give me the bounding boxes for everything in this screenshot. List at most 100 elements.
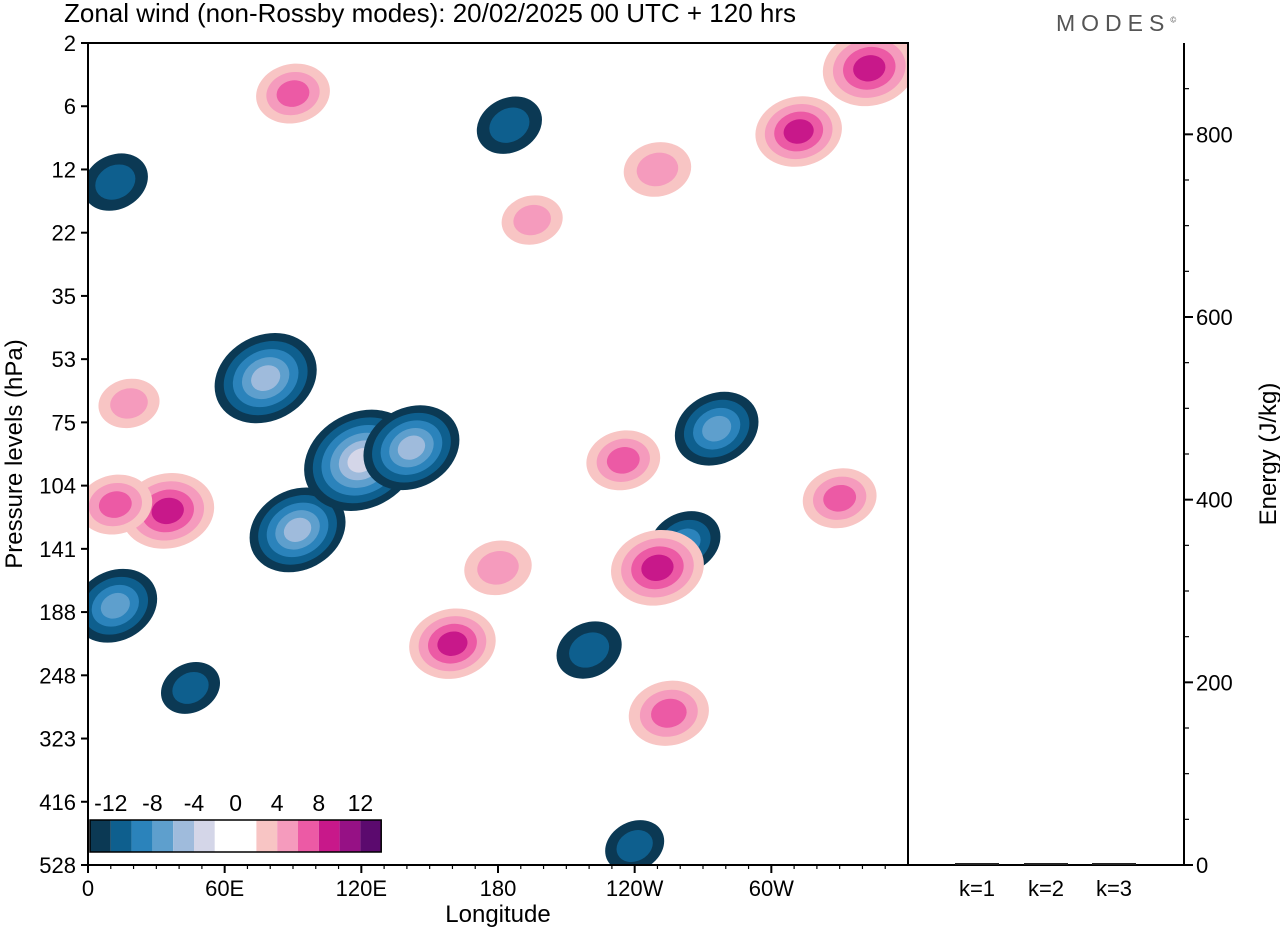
- zonal-wind-heatmap: [88, 43, 908, 865]
- energy-axis-label: Energy (J/kg): [1255, 383, 1280, 526]
- wind-anomaly-12: [409, 608, 496, 679]
- copyright-mark: ©: [1170, 15, 1177, 25]
- y-tick-label: 188: [39, 600, 76, 625]
- colorbar-label: 8: [312, 790, 325, 816]
- colorbar-swatch: [214, 820, 236, 852]
- wind-anomaly-22: [501, 195, 563, 245]
- contour-level-3: [98, 491, 132, 518]
- wind-anomaly-24: [88, 153, 148, 211]
- colorbar-swatch: [194, 820, 215, 852]
- colorbar-swatch: [256, 820, 278, 852]
- energy-tick-label: 800: [1196, 122, 1233, 147]
- modes-logo: MODES©: [1056, 10, 1176, 37]
- y-tick-label: 323: [39, 727, 76, 752]
- colorbar-frame: [89, 819, 382, 853]
- wind-anomaly-8: [556, 621, 622, 679]
- wind-anomaly-23: [476, 96, 542, 154]
- y-axis-label: Pressure levels (hPa): [1, 339, 28, 568]
- colorbar-swatch: [318, 820, 340, 852]
- y-tick-label: 35: [52, 284, 76, 309]
- contour-level-4: [151, 497, 184, 525]
- colorbar-label: -8: [142, 790, 162, 816]
- wind-anomaly-9: [605, 820, 665, 865]
- y-tick-label: 2: [64, 31, 76, 56]
- heatmap-axes: 2 6 12 22 35 53 75 104 141 188 248 323 416 528 0 60E 120…: [39, 31, 886, 901]
- energy-tick-label: 400: [1196, 488, 1233, 513]
- wind-anomaly-0: [214, 332, 317, 424]
- y-tick-label: 53: [52, 347, 76, 372]
- contour-level-2: [569, 632, 610, 668]
- energy-category-label: k=2: [1028, 876, 1064, 901]
- colorbar-swatch: [131, 820, 153, 852]
- contour-level-3: [276, 80, 310, 107]
- wind-anomaly-3: [363, 405, 460, 491]
- y-tick-label: 248: [39, 663, 76, 688]
- colorbar-label: -12: [94, 790, 127, 816]
- energy-bar-k=2: [1024, 863, 1068, 865]
- energy-bar-k=1: [955, 863, 999, 865]
- contour-level-3: [606, 447, 640, 474]
- colorbar-swatch: [90, 820, 111, 852]
- contour-level-2: [513, 204, 551, 236]
- y-tick-label: 416: [39, 790, 76, 815]
- contour-level-2: [172, 671, 209, 704]
- energy-category-label: k=1: [959, 876, 995, 901]
- energy-tick-label: 200: [1196, 670, 1233, 695]
- colorbar-swatch: [360, 820, 382, 852]
- wind-anomaly-14: [611, 529, 704, 606]
- x-tick-label: 60W: [749, 876, 794, 901]
- energy-bar-k=3: [1092, 863, 1136, 865]
- colorbar: -12 -8 -4 0 4 8 12: [89, 790, 382, 853]
- y-tick-label: 22: [52, 221, 76, 246]
- contour-level-4: [437, 631, 468, 656]
- colorbar-label: -4: [184, 790, 205, 816]
- contour-level-5: [251, 365, 281, 392]
- colorbar-swatch: [298, 820, 319, 852]
- wind-anomaly-17: [802, 468, 877, 529]
- chart-title: Zonal wind (non-Rossby modes): 20/02/202…: [64, 0, 796, 28]
- wind-anomaly-18: [822, 43, 908, 107]
- wind-anomaly-6: [674, 391, 759, 466]
- y-tick-label: 528: [39, 853, 76, 878]
- colorbar-label: 12: [348, 790, 374, 816]
- plot-frame: [87, 42, 909, 866]
- colorbar-swatch: [277, 820, 298, 852]
- colorbar-label: 0: [229, 790, 242, 816]
- contour-level-3: [651, 698, 687, 728]
- energy-bar-chart: 0 200 400 600 800 k=1 k=2 k=3: [908, 43, 1233, 901]
- x-axis-label: Longitude: [445, 901, 550, 928]
- y-tick-label: 75: [52, 410, 76, 435]
- y-tick-label: 12: [52, 157, 76, 182]
- colorbar-label: 4: [271, 790, 284, 816]
- energy-category-label: k=3: [1096, 876, 1132, 901]
- y-tick-label: 6: [64, 94, 76, 119]
- y-tick-label: 141: [39, 537, 76, 562]
- wind-anomaly-15: [628, 680, 709, 746]
- contour-level-2: [489, 107, 530, 143]
- contour-level-5: [283, 517, 312, 542]
- wind-anomaly-5: [160, 662, 221, 714]
- colorbar-swatch: [173, 820, 194, 852]
- colorbar-swatch: [339, 820, 361, 852]
- x-tick-label: 180: [480, 876, 517, 901]
- wind-anomaly-20: [256, 63, 330, 124]
- x-tick-label: 60E: [205, 876, 244, 901]
- y-tick-label: 104: [39, 474, 76, 499]
- x-tick-label: 120E: [336, 876, 387, 901]
- colorbar-swatch: [110, 820, 132, 852]
- contour-level-2: [110, 388, 148, 419]
- wind-anomaly-4: [88, 568, 158, 643]
- contour-level-2: [477, 550, 519, 585]
- wind-anomaly-11: [88, 474, 153, 535]
- wind-anomaly-25: [98, 378, 160, 429]
- contour-level-4: [641, 554, 674, 581]
- contour-level-5: [397, 435, 426, 460]
- wind-anomaly-16: [586, 430, 661, 491]
- contour-level-4: [783, 119, 814, 144]
- x-tick-label: 120W: [606, 876, 664, 901]
- contour-level-4: [100, 592, 130, 619]
- wind-anomaly-1: [249, 487, 346, 573]
- colorbar-swatch: [152, 820, 174, 852]
- contour-level-3: [823, 484, 857, 512]
- contour-level-4: [853, 55, 886, 82]
